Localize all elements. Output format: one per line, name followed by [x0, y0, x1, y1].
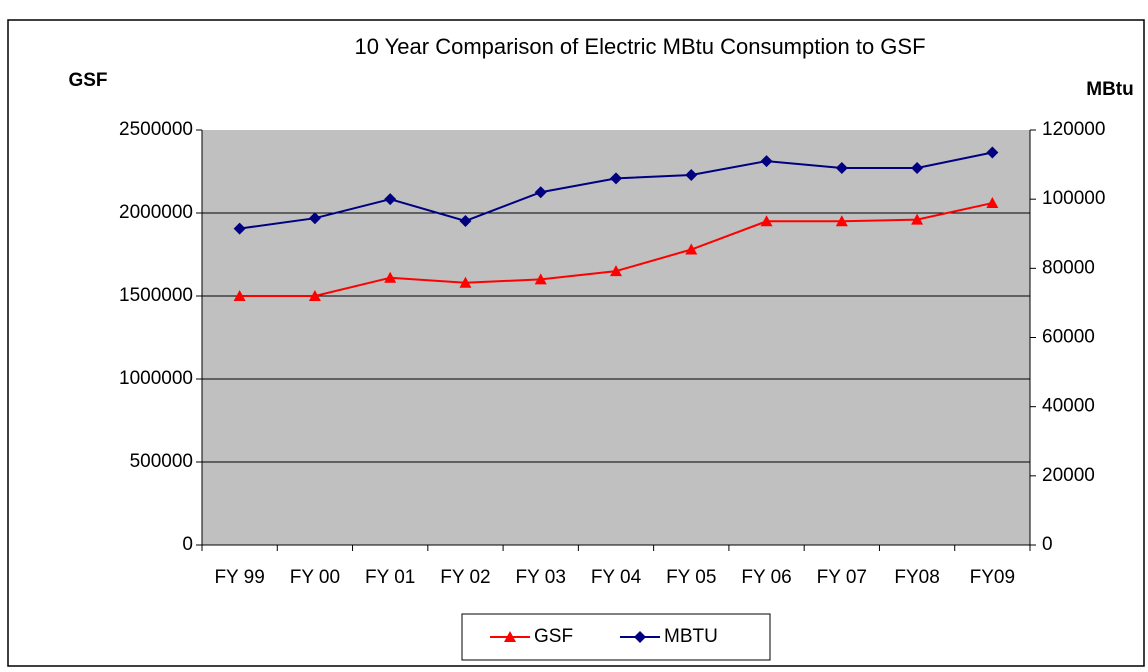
y-axis-label: GSF — [68, 70, 107, 91]
marker — [308, 212, 321, 225]
marker — [308, 290, 321, 301]
y-tick-label: 500000 — [130, 451, 193, 472]
x-tick-label: FY 99 — [214, 567, 264, 588]
marker — [534, 273, 547, 285]
x-tick-label: FY 03 — [516, 567, 566, 588]
marker — [384, 271, 397, 283]
marker — [835, 215, 848, 227]
y-tick-label: 0 — [182, 534, 193, 555]
y-tick-label: 1000000 — [119, 368, 193, 389]
y2-tick-label: 0 — [1042, 534, 1053, 555]
marker — [835, 162, 848, 175]
y2-tick-label: 100000 — [1042, 188, 1105, 209]
marker — [911, 162, 924, 175]
marker — [760, 215, 773, 227]
marker — [459, 276, 472, 288]
y2-tick-label: 60000 — [1042, 327, 1095, 348]
marker — [610, 265, 622, 277]
marker — [685, 168, 698, 181]
marker — [685, 243, 698, 255]
x-tick-label: FY 00 — [290, 567, 340, 588]
y2-tick-label: 20000 — [1042, 465, 1095, 486]
legend-label: GSF — [534, 626, 573, 647]
plot-area — [202, 130, 1030, 545]
x-tick-label: FY 07 — [817, 567, 867, 588]
y-tick-label: 2500000 — [119, 119, 193, 140]
x-tick-label: FY 06 — [741, 567, 791, 588]
x-tick-label: FY 04 — [591, 567, 642, 588]
marker — [233, 222, 246, 235]
marker — [459, 214, 472, 227]
x-tick-label: FY 02 — [440, 567, 490, 588]
y2-axis-label: MBtu — [1086, 79, 1133, 100]
marker — [911, 213, 924, 225]
y2-tick-label: 40000 — [1042, 396, 1095, 417]
y-tick-label: 1500000 — [119, 285, 193, 306]
marker — [986, 197, 999, 209]
marker — [233, 290, 246, 301]
marker — [534, 186, 547, 199]
y2-tick-label: 80000 — [1042, 257, 1095, 278]
marker — [610, 172, 622, 185]
marker — [384, 193, 397, 206]
x-tick-label: FY 01 — [365, 567, 415, 588]
y-tick-label: 2000000 — [119, 202, 193, 223]
y2-tick-label: 120000 — [1042, 119, 1105, 140]
marker — [504, 631, 516, 642]
chart-title: 10 Year Comparison of Electric MBtu Cons… — [354, 34, 925, 59]
x-tick-label: FY08 — [894, 567, 939, 588]
x-tick-label: FY09 — [970, 567, 1015, 588]
legend-label: MBTU — [664, 626, 718, 647]
marker — [634, 631, 646, 643]
x-tick-label: FY 05 — [666, 567, 716, 588]
marker — [760, 155, 773, 168]
marker — [986, 146, 999, 159]
